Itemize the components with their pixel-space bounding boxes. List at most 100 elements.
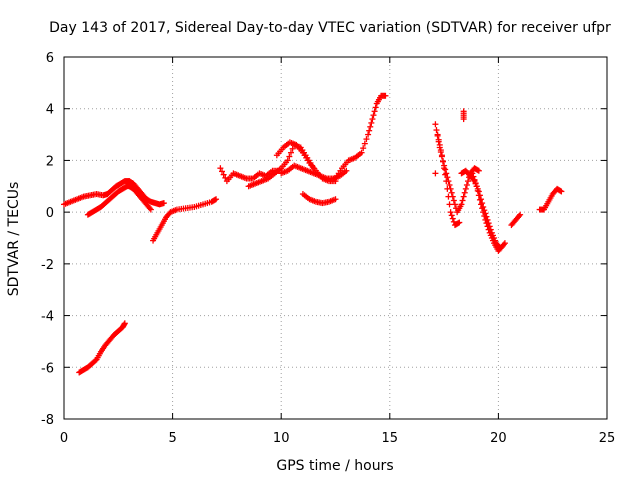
data-point — [517, 211, 524, 218]
data-point — [371, 108, 378, 115]
data-point — [461, 189, 468, 196]
data-point — [370, 112, 377, 119]
data-point — [343, 167, 350, 174]
data-point — [479, 200, 486, 207]
data-point — [382, 92, 389, 99]
data-point — [369, 116, 376, 123]
data-point — [449, 215, 456, 222]
data-point — [480, 203, 487, 210]
data-point — [476, 192, 483, 199]
data-point — [487, 226, 494, 233]
y-tick-label: -4 — [41, 310, 54, 325]
data-point — [160, 200, 167, 207]
data-point — [460, 193, 467, 200]
data-point — [358, 149, 365, 156]
x-axis-label: GPS time / hours — [276, 458, 393, 474]
data-point — [436, 141, 443, 148]
data-point — [463, 181, 470, 188]
y-tick-label: 6 — [46, 51, 54, 66]
data-points — [61, 92, 565, 376]
data-point — [433, 127, 440, 134]
data-point — [459, 197, 466, 204]
data-point — [147, 206, 154, 213]
x-tick-label: 15 — [382, 431, 399, 446]
data-point — [366, 127, 373, 134]
x-tick-label: 5 — [168, 431, 176, 446]
data-point — [442, 171, 449, 178]
data-point — [481, 207, 488, 214]
y-tick-label: -2 — [41, 258, 54, 273]
data-point — [448, 189, 455, 196]
data-point — [475, 167, 482, 174]
data-point — [213, 196, 220, 203]
data-point — [445, 193, 452, 200]
data-point — [365, 131, 372, 138]
data-point — [516, 213, 523, 220]
data-point — [484, 216, 491, 223]
data-point — [462, 185, 469, 192]
data-point — [451, 201, 458, 208]
data-point — [447, 209, 454, 216]
y-axis-label: SDTVAR / TECUs — [6, 182, 22, 297]
data-point — [440, 158, 447, 165]
x-tick-label: 20 — [490, 431, 507, 446]
data-point — [448, 212, 455, 219]
data-point — [361, 140, 368, 147]
data-point — [441, 165, 448, 172]
data-point — [486, 223, 493, 230]
data-point — [442, 166, 449, 173]
data-point — [432, 170, 439, 177]
data-point — [483, 213, 490, 220]
data-point — [363, 136, 370, 143]
axis-ticks: 0 5 10 15 20 25 -8 -6 -4 -2 0 2 4 6 — [41, 51, 615, 446]
data-point — [446, 181, 453, 188]
data-point — [435, 136, 442, 143]
chart-title: Day 143 of 2017, Sidereal Day-to-day VTE… — [49, 20, 611, 36]
data-point — [464, 178, 471, 185]
data-point — [217, 165, 224, 172]
y-tick-label: 0 — [46, 206, 54, 221]
data-point — [475, 188, 482, 195]
data-point — [450, 197, 457, 204]
data-point — [478, 196, 485, 203]
y-tick-label: -8 — [41, 413, 54, 428]
data-point — [284, 157, 291, 164]
y-tick-label: 2 — [46, 154, 54, 169]
data-point — [368, 119, 375, 126]
data-point — [287, 149, 294, 156]
data-point — [289, 145, 296, 152]
data-point — [458, 201, 465, 208]
data-point — [437, 147, 444, 154]
data-point — [367, 123, 374, 130]
data-point — [456, 219, 463, 226]
data-point — [146, 205, 153, 212]
x-tick-label: 25 — [599, 431, 616, 446]
data-point — [332, 196, 339, 203]
data-point — [434, 131, 441, 138]
data-point — [286, 153, 293, 160]
data-point — [438, 152, 445, 159]
data-point — [558, 188, 565, 195]
data-point — [443, 170, 450, 177]
plot-frame — [63, 56, 608, 420]
y-tick-label: -6 — [41, 361, 54, 376]
data-point — [443, 178, 450, 185]
data-point — [360, 145, 367, 152]
x-tick-label: 0 — [60, 431, 68, 446]
data-point — [372, 104, 379, 111]
data-point — [485, 220, 492, 227]
data-point — [460, 108, 467, 115]
x-tick-label: 10 — [273, 431, 290, 446]
data-point — [432, 121, 439, 128]
data-point — [446, 201, 453, 208]
data-point — [121, 320, 128, 327]
data-point — [470, 176, 477, 183]
data-point — [500, 241, 507, 248]
data-point — [482, 210, 489, 217]
grid — [64, 57, 607, 419]
data-point — [444, 185, 451, 192]
data-point — [219, 168, 226, 175]
data-point — [501, 240, 508, 247]
data-point — [220, 171, 227, 178]
